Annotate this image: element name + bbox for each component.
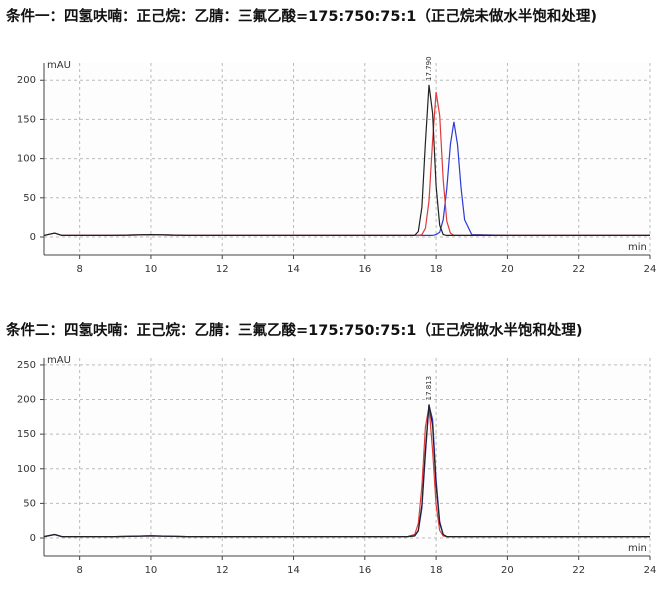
trace [43, 404, 650, 538]
y-tick-label: 100 [17, 464, 36, 475]
x-tick-label: 14 [287, 565, 300, 576]
trace [43, 84, 650, 236]
x-tick-label: 22 [572, 264, 585, 275]
x-tick-label: 20 [501, 565, 514, 576]
x-tick-label: 16 [358, 565, 371, 576]
x-tick-label: 10 [145, 565, 158, 576]
y-tick-label: 150 [17, 114, 36, 125]
x-tick-label: 8 [76, 565, 82, 576]
x-tick-label: 20 [501, 264, 514, 275]
x-tick-label: 24 [644, 264, 657, 275]
x-tick-label: 16 [358, 264, 371, 275]
y-tick-label: 250 [17, 360, 36, 371]
y-tick-label: 0 [30, 533, 36, 544]
y-tick-label: 200 [17, 75, 36, 86]
caption: 条件二：四氢呋喃：正己烷：乙腈：三氟乙酸=175:750:75:1（正己烷做水半… [6, 323, 583, 339]
caption: 条件一：四氢呋喃：正己烷：乙腈：三氟乙酸=175:750:75:1（正己烷未做水… [6, 9, 597, 25]
x-tick-label: 10 [145, 264, 158, 275]
x-tick-label: 18 [430, 264, 443, 275]
peak-label: 17.813 [425, 376, 433, 401]
x-tick-label: 24 [644, 565, 657, 576]
y-tick-label: 200 [17, 395, 36, 406]
y-tick-label: 50 [23, 498, 36, 509]
x-tick-label: 12 [216, 565, 229, 576]
peak-label: 17.790 [425, 56, 433, 81]
plot-area [44, 358, 650, 556]
chart: 0 50 100 150 200 250 8 10 12 14 16 18 20 22 24 mAU min 17… [17, 355, 657, 576]
x-tick-label: 14 [287, 264, 300, 275]
x-tick-label: 22 [572, 565, 585, 576]
x-tick-label: 8 [76, 264, 82, 275]
x-tick-label: 12 [216, 264, 229, 275]
y-tick-label: 100 [17, 154, 36, 165]
y-tick-label: 50 [23, 193, 36, 204]
x-tick-label: 18 [430, 565, 443, 576]
y-tick-label: 0 [30, 232, 36, 243]
x-axis-label: min [628, 242, 647, 253]
x-axis-label: min [628, 543, 647, 554]
y-axis-label: mAU [47, 355, 71, 366]
chart: 0 50 100 150 200 8 10 12 14 16 18 20 22 24 mAU min 17.79… [17, 56, 657, 275]
y-axis-label: mAU [47, 60, 71, 71]
y-tick-label: 150 [17, 429, 36, 440]
